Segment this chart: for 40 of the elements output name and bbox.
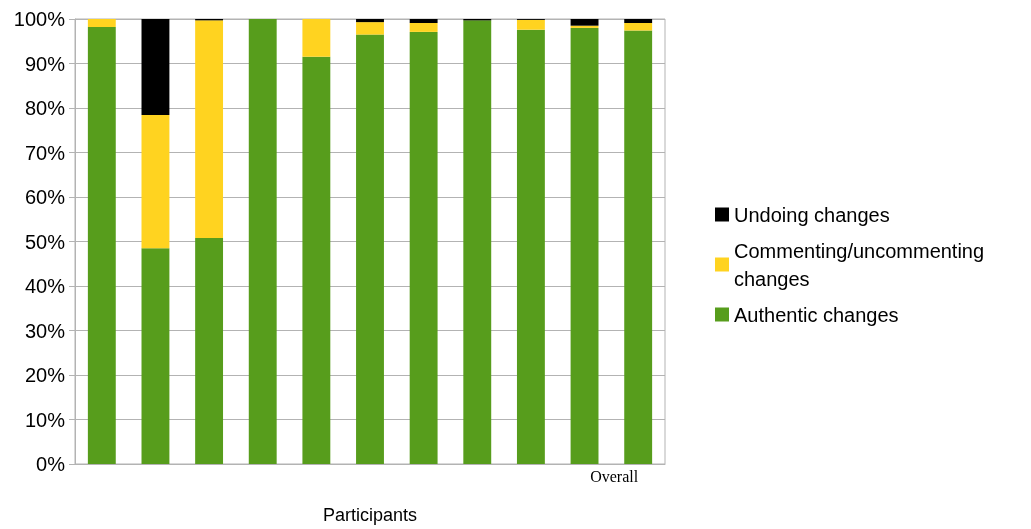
bar (570, 27, 599, 464)
bar (87, 19, 116, 28)
y-tick-label: 90% (24, 52, 66, 75)
y-tick-label: 50% (24, 230, 66, 253)
y-tick-label: 80% (24, 97, 66, 119)
bar (570, 19, 599, 26)
bar (409, 23, 438, 32)
bar (624, 19, 653, 24)
bar (463, 20, 492, 464)
bar (141, 115, 170, 249)
bar (195, 20, 224, 238)
bar (409, 19, 438, 24)
bar (409, 31, 438, 464)
bar (141, 248, 170, 464)
y-tick-label: 10% (24, 408, 66, 431)
bar (302, 19, 331, 57)
y-tick-label: 60% (24, 186, 66, 208)
bar (624, 23, 653, 31)
legend-label: Authentic changes (734, 303, 899, 326)
y-tick-label: 70% (24, 141, 66, 164)
bar (248, 19, 277, 464)
bar (302, 56, 331, 464)
bar (356, 34, 384, 464)
legend-label: Undoing changes (734, 203, 890, 226)
bar (624, 30, 653, 464)
bar (516, 19, 545, 30)
bar (141, 19, 170, 116)
y-tick-label: 40% (24, 275, 66, 297)
y-tick-label: 30% (24, 319, 66, 342)
x-axis-title: Participants (322, 505, 418, 525)
y-tick-label: 0% (36, 453, 66, 475)
x-tick-label: Overall (590, 467, 639, 485)
y-tick-label: 100% (13, 8, 66, 30)
bar (356, 22, 384, 35)
y-tick-label: 20% (24, 364, 66, 386)
bar (356, 19, 384, 23)
bar (87, 27, 116, 464)
legend-label: Commenting/uncommenting changes (734, 239, 990, 290)
bar (516, 29, 545, 464)
bar (195, 237, 224, 464)
